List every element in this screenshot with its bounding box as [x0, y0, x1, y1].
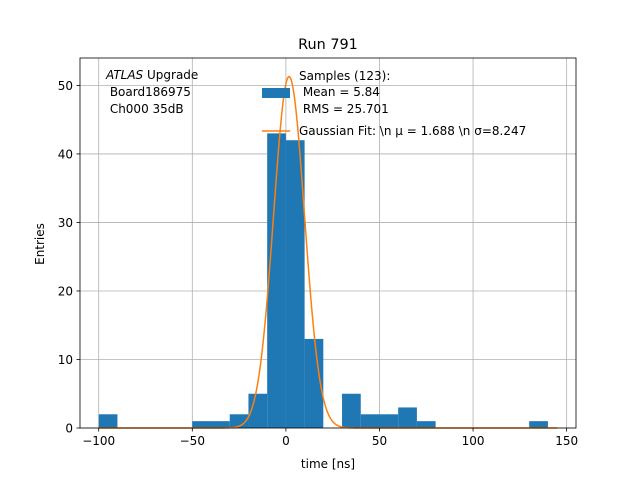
x-tick-label: 150 [555, 434, 578, 448]
x-tick-label: 0 [282, 434, 290, 448]
y-tick-label: 10 [58, 353, 73, 367]
legend-samples: Samples (123): [299, 69, 390, 83]
y-tick-label: 40 [58, 147, 73, 161]
legend-histogram-swatch [262, 88, 290, 98]
legend: Samples (123): Mean = 5.84 RMS = 25.701 … [262, 69, 526, 138]
histogram-bar [98, 414, 118, 428]
atlas-upgrade: Upgrade [143, 68, 198, 82]
legend-mean: Mean = 5.84 [299, 85, 380, 99]
y-axis-label: Entries [33, 223, 47, 265]
x-tick-label: −100 [82, 434, 115, 448]
histogram-bar [379, 414, 399, 428]
histogram-bar [342, 393, 361, 428]
x-tick-label: 50 [372, 434, 387, 448]
histogram-bar [360, 414, 380, 428]
annotation-board: Board186975 [106, 85, 191, 99]
histogram-bars [98, 133, 548, 429]
histogram-bar [416, 421, 436, 428]
histogram-bar [304, 338, 324, 428]
histogram-bar [211, 421, 230, 428]
histogram-bar [229, 414, 249, 428]
histogram-bar [398, 407, 417, 428]
legend-rms: RMS = 25.701 [299, 102, 389, 116]
x-tick-label: 100 [462, 434, 485, 448]
axis-ticks: −100 −50 0 50 100 150 0 10 20 30 40 50 [58, 79, 578, 448]
y-tick-label: 0 [65, 422, 73, 436]
y-tick-label: 20 [58, 284, 73, 298]
histogram-bar [192, 421, 212, 428]
atlas-italic: ATLAS [105, 68, 144, 82]
y-tick-label: 30 [58, 216, 73, 230]
legend-fit-text: Gaussian Fit: \n μ = 1.688 \n σ=8.247 [299, 124, 526, 138]
x-tick-label: −50 [180, 434, 205, 448]
histogram-bar [285, 140, 305, 428]
svg-text:ATLAS Upgrade: ATLAS Upgrade [105, 68, 198, 82]
annotation-channel: Ch000 35dB [106, 102, 184, 116]
chart-title: Run 791 [298, 37, 358, 53]
histogram-bar [267, 133, 286, 429]
histogram-bar [529, 421, 548, 428]
y-tick-label: 50 [58, 79, 73, 93]
axes-frame [79, 57, 577, 429]
x-axis-label: time [ns] [301, 457, 355, 471]
atlas-annotation: ATLAS Upgrade Board186975 Ch000 35dB [105, 68, 198, 116]
